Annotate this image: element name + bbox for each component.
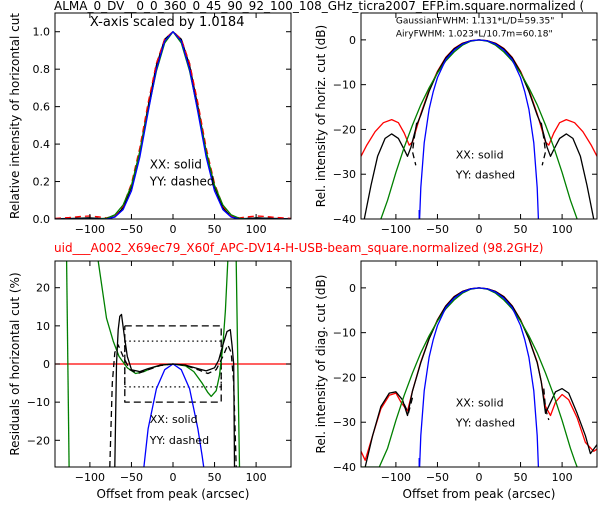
x-axis-label: Offset from peak (arcsec) xyxy=(97,487,250,501)
series-line xyxy=(235,261,241,467)
y-tick-label: 0.6 xyxy=(33,101,51,114)
y-tick-label: −10 xyxy=(333,79,356,92)
x-tick-label: 100 xyxy=(246,223,267,236)
y-tick-label: 20 xyxy=(36,282,50,295)
y-axis-label: Rel. intensity of horiz. cut (dB) xyxy=(314,25,328,207)
x-tick-label: −50 xyxy=(120,471,143,484)
x-tick-label: −100 xyxy=(381,223,411,236)
series-group xyxy=(361,287,597,467)
x-tick-label: 0 xyxy=(170,471,177,484)
y-tick-label: 0 xyxy=(43,358,50,371)
y-tick-label: 0.8 xyxy=(33,63,51,76)
annotation: YY: dashed xyxy=(455,417,515,430)
series-line xyxy=(55,31,291,219)
figure-title-top: ALMA_0_DV__0_0_360_0_45_90_92_100_108_GH… xyxy=(54,0,584,13)
series-line xyxy=(143,363,205,467)
y-tick-label: 10 xyxy=(36,320,50,333)
annotation: XX: solid xyxy=(456,397,504,410)
x-tick-label: 100 xyxy=(246,471,267,484)
y-tick-label: −30 xyxy=(333,416,356,429)
panel-p4: −100 −50 0 50 100 0 −10 −20 −30 −40 Rel. intensity… xyxy=(314,260,598,501)
annotation: AiryFWHM: 1.023*L/10.7m=60.18" xyxy=(396,30,553,40)
series-line xyxy=(418,39,540,219)
series-line xyxy=(418,287,540,467)
y-tick-label: −10 xyxy=(27,396,50,409)
y-axis-label: Residuals of horizontal cut (%) xyxy=(8,272,22,455)
x-tick-label: 50 xyxy=(514,223,528,236)
y-tick-label: 0 xyxy=(349,34,356,47)
y-tick-label: 0.2 xyxy=(33,176,51,189)
y-axis-label: Relative intensity of horizontal cut xyxy=(8,13,22,219)
series-group xyxy=(55,261,291,467)
series-line xyxy=(543,388,550,421)
series-line xyxy=(540,122,547,166)
x-tick-label: 100 xyxy=(552,223,573,236)
y-tick-label: 0.4 xyxy=(33,138,51,151)
y-tick-label: 0.0 xyxy=(33,213,51,226)
series-line xyxy=(65,261,70,467)
x-tick-label: 0 xyxy=(476,471,483,484)
y-tick-label: −10 xyxy=(333,327,356,340)
series-group xyxy=(361,39,597,219)
x-tick-label: −100 xyxy=(75,471,105,484)
annotation: YY: dashed xyxy=(149,174,215,188)
x-tick-label: −50 xyxy=(426,223,449,236)
series-line xyxy=(403,397,414,414)
x-tick-label: 0 xyxy=(476,223,483,236)
panel-p1: −100 −50 0 50 100 0.0 0.2 0.4 0.6 0.8 1.0 Relative … xyxy=(8,12,292,236)
annotation: YY: dashed xyxy=(455,169,515,182)
x-tick-label: −50 xyxy=(426,471,449,484)
annotation: XX: solid xyxy=(150,413,198,426)
x-tick-label: 100 xyxy=(552,471,573,484)
figure-title-mid: uid___A002_X69ec79_X60f_APC-DV14-H-USB-b… xyxy=(54,241,543,255)
y-tick-label: 1.0 xyxy=(33,26,51,39)
y-axis-label: Rel. intensity of diag. cut (dB) xyxy=(314,275,328,454)
x-tick-label: 50 xyxy=(514,471,528,484)
annotation: XX: solid xyxy=(456,149,504,162)
y-tick-label: −30 xyxy=(333,168,356,181)
x-tick-label: −100 xyxy=(381,471,411,484)
y-tick-label: −40 xyxy=(333,461,356,474)
y-tick-label: −20 xyxy=(27,434,50,447)
series-line xyxy=(109,344,237,467)
y-tick-label: 0 xyxy=(349,282,356,295)
annotation: GaussianFWHM: 1.131*L/D=59.35" xyxy=(396,16,554,26)
annotation: YY: dashed xyxy=(149,434,209,447)
y-tick-label: −20 xyxy=(333,371,356,384)
series-line xyxy=(411,122,418,166)
x-tick-label: 50 xyxy=(208,471,222,484)
x-tick-label: 0 xyxy=(170,223,177,236)
annotation: X-axis scaled by 1.0184 xyxy=(90,15,245,30)
x-tick-label: 50 xyxy=(208,223,222,236)
y-tick-label: −40 xyxy=(333,213,356,226)
x-tick-label: −100 xyxy=(75,223,105,236)
annotation: XX: solid xyxy=(150,157,202,171)
y-tick-label: −20 xyxy=(333,123,356,136)
panel-p2: −100 −50 0 50 100 0 −10 −20 −30 −40 Rel. intensity… xyxy=(314,12,598,236)
x-tick-label: −50 xyxy=(120,223,143,236)
x-axis-label: Offset from peak (arcsec) xyxy=(403,487,556,501)
